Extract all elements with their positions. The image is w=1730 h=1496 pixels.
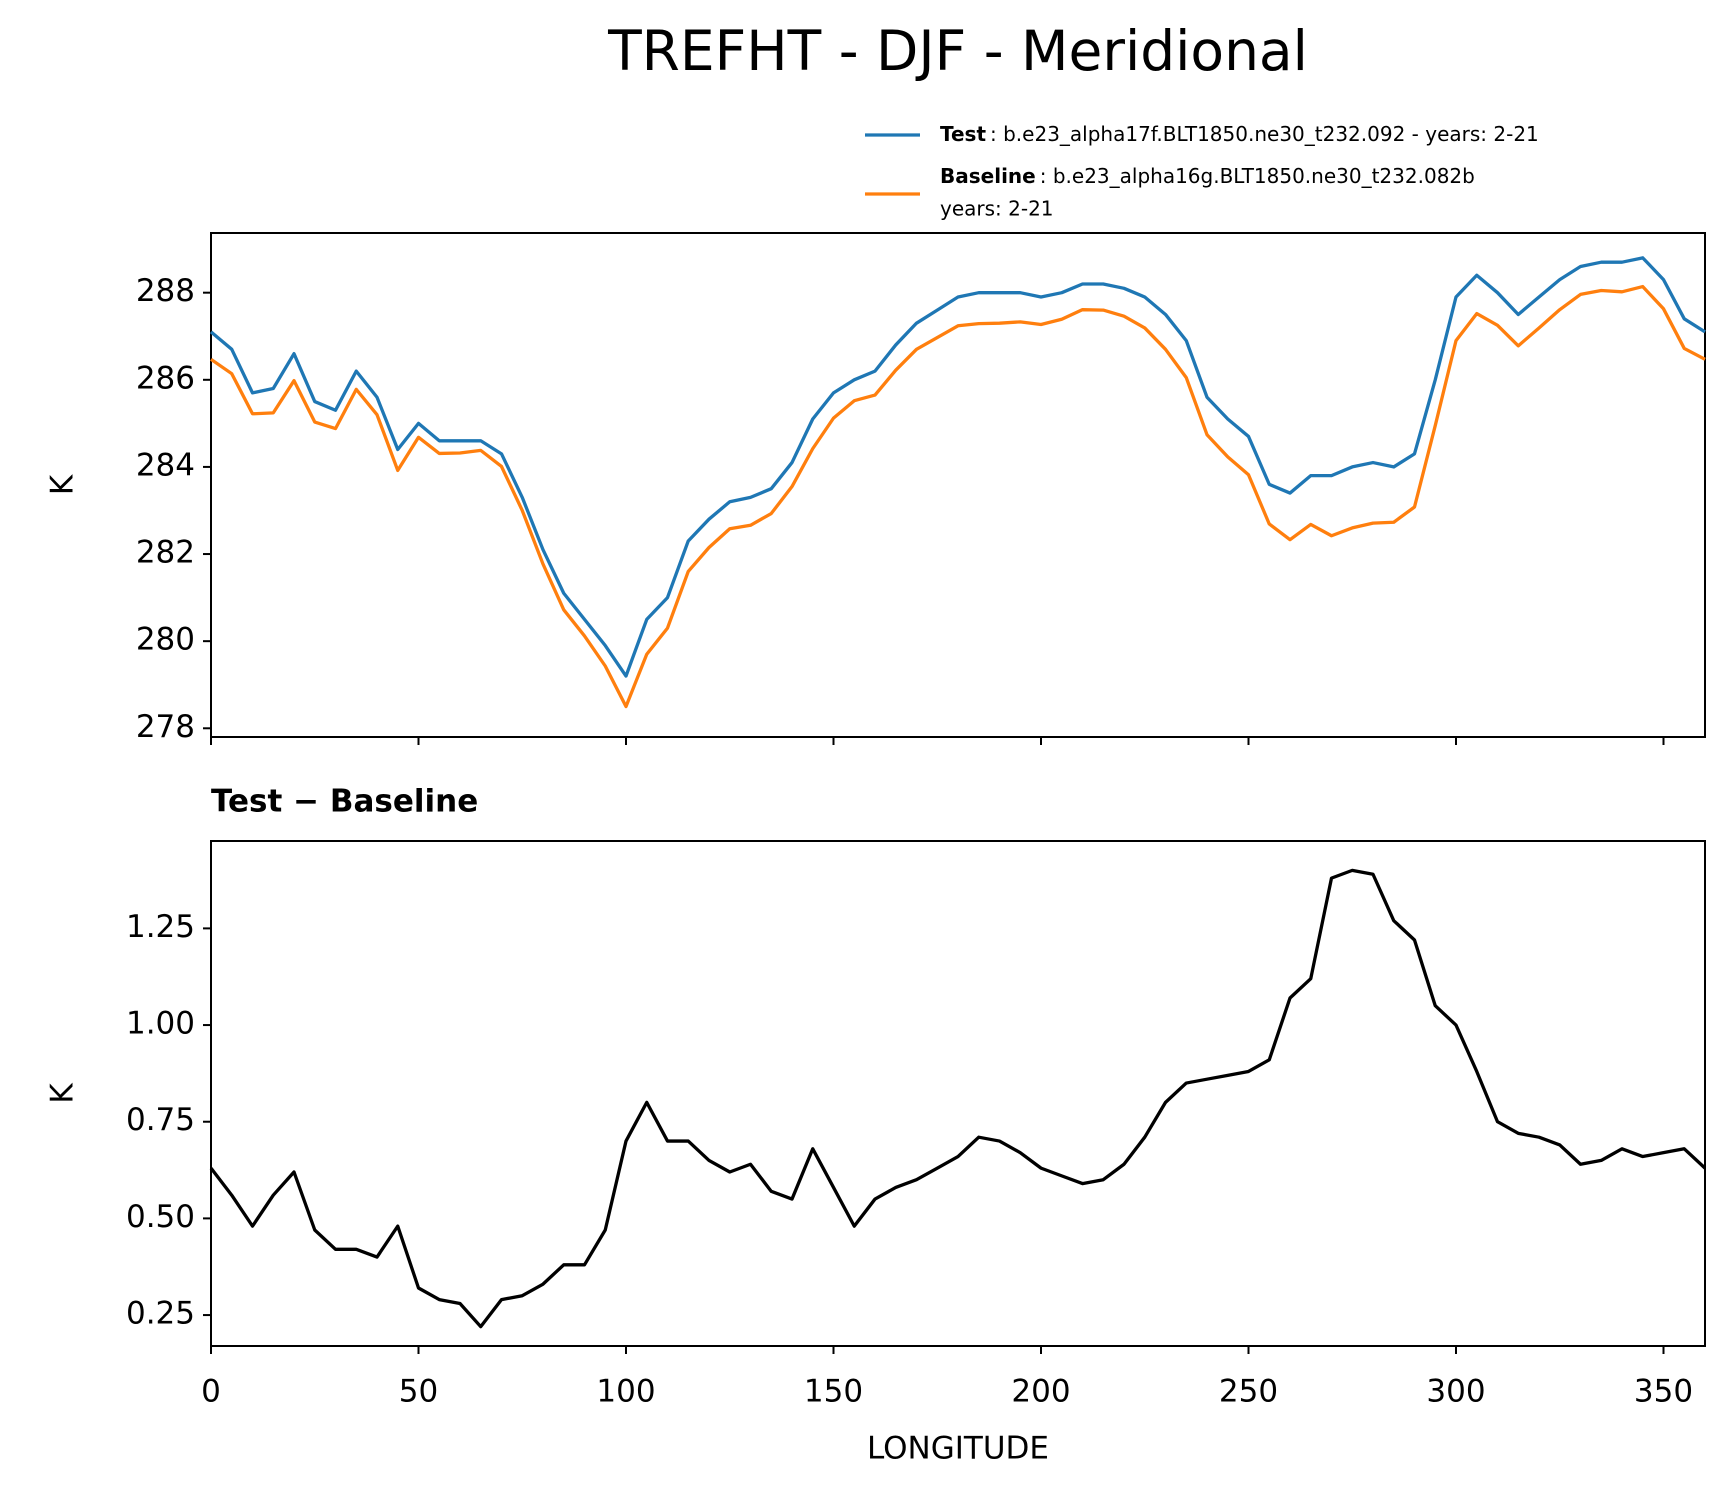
y-tick-label: 0.25 <box>126 1296 195 1332</box>
y-tick-label: 284 <box>136 447 195 483</box>
x-tick-label: 350 <box>1634 1374 1693 1410</box>
x-tick-label: 200 <box>1011 1374 1070 1410</box>
plot-frame <box>210 840 1706 1347</box>
plot-frame <box>210 232 1706 738</box>
legend-description: years: 2-21 <box>940 197 1054 221</box>
x-tick-label: 0 <box>201 1374 221 1410</box>
legend-name: Baseline <box>940 164 1036 188</box>
x-tick-label: 250 <box>1219 1374 1278 1410</box>
y-tick-label: 0.75 <box>126 1102 195 1138</box>
data-line <box>209 256 1706 678</box>
y-axis-label: K <box>45 474 81 495</box>
y-tick-label: 286 <box>136 360 195 396</box>
legend-entry: Test: b.e23_alpha17f.BLT1850.ne30_t232.0… <box>865 122 1539 146</box>
y-tick-label: 1.00 <box>126 1006 195 1042</box>
y-axis-label: K <box>45 1083 81 1104</box>
legend-name: Test <box>940 122 986 146</box>
y-tick-label: 0.50 <box>126 1199 195 1235</box>
y-tick-label: 1.25 <box>126 909 195 945</box>
y-tick-label: 280 <box>136 622 195 658</box>
x-tick-label: 50 <box>399 1374 438 1410</box>
x-tick-label: 150 <box>804 1374 863 1410</box>
data-line <box>209 868 1707 1329</box>
data-line <box>210 284 1706 709</box>
x-tick-label: 300 <box>1426 1374 1485 1410</box>
y-tick-label: 282 <box>136 535 195 571</box>
legend-label: Baseline: b.e23_alpha16g.BLT1850.ne30_t2… <box>940 164 1475 188</box>
x-axis-label: LONGITUDE <box>867 1431 1049 1467</box>
legend-entry: Baseline: b.e23_alpha16g.BLT1850.ne30_t2… <box>865 164 1475 221</box>
x-tick-label: 100 <box>596 1374 655 1410</box>
legend-description: : b.e23_alpha17f.BLT1850.ne30_t232.092 -… <box>990 122 1539 146</box>
legend-label: Test: b.e23_alpha17f.BLT1850.ne30_t232.0… <box>940 122 1539 146</box>
y-tick-label: 288 <box>136 273 195 309</box>
legend-description: : b.e23_alpha16g.BLT1850.ne30_t232.082b <box>1040 164 1475 188</box>
chart-title: Test − Baseline <box>211 784 478 820</box>
figure-title: TREFHT - DJF - Meridional <box>607 19 1308 83</box>
y-tick-label: 278 <box>136 709 195 745</box>
